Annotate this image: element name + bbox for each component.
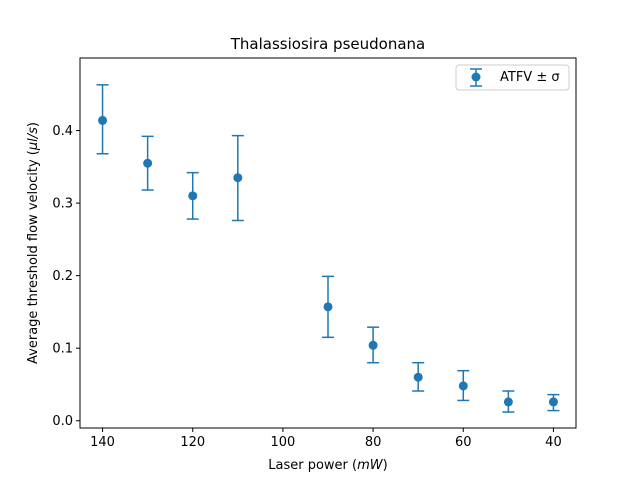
y-axis-label: Average threshold flow velocity (µl/s) (26, 122, 41, 364)
x-axis-label-suffix: ) (383, 458, 388, 473)
y-axis-label-prefix: Average threshold flow velocity ( (26, 150, 41, 364)
data-point (503, 397, 513, 407)
data-point-group (502, 390, 515, 413)
y-tick-label: 0.4 (52, 124, 73, 139)
y-tick-label: 0.3 (52, 197, 73, 212)
data-point (188, 191, 198, 201)
data-point (98, 115, 108, 125)
y-tick-label: 0.1 (52, 342, 73, 357)
data-point-group (412, 361, 425, 392)
x-axis-label: Laser power (mW) (268, 458, 387, 473)
data-point (323, 302, 333, 312)
x-tick-label: 120 (180, 435, 205, 450)
plot-frame (79, 57, 577, 429)
x-tick-label: 60 (455, 435, 472, 450)
y-axis-label-unit: µl/s (26, 127, 41, 151)
x-tick-label: 80 (365, 435, 382, 450)
data-point (233, 173, 243, 183)
chart-title: Thalassiosira pseudonana (230, 35, 425, 53)
y-axis-ticks: 0.0 0.1 0.2 0.3 0.4 (52, 124, 80, 429)
data-point (143, 158, 153, 168)
y-tick-label: 0.2 (52, 269, 73, 284)
data-point (458, 381, 468, 391)
data-point (413, 372, 423, 382)
data-point-group (96, 84, 109, 155)
x-tick-label: 140 (90, 435, 115, 450)
data-point-group (186, 171, 199, 220)
y-tick-label: 0.0 (52, 414, 73, 429)
data-point-group (457, 369, 470, 402)
y-axis-label-suffix: ) (26, 122, 41, 127)
x-axis-label-unit: mW (357, 458, 384, 473)
data-point-group (367, 326, 380, 364)
data-point (368, 340, 378, 350)
legend-box (455, 64, 570, 91)
data-point (548, 397, 558, 407)
data-point-group (141, 135, 154, 191)
data-layer (96, 84, 560, 413)
legend: ATFV ± σ (455, 64, 570, 91)
legend-marker (470, 68, 482, 87)
x-axis-ticks: 140 120 100 80 60 40 (90, 428, 562, 450)
data-point-group (322, 275, 334, 339)
x-axis-label-prefix: Laser power ( (268, 458, 357, 473)
data-point-group (547, 393, 560, 412)
legend-label: ATFV ± σ (500, 70, 560, 85)
x-tick-label: 100 (270, 435, 295, 450)
data-point-group (231, 134, 244, 222)
x-tick-label: 40 (545, 435, 562, 450)
